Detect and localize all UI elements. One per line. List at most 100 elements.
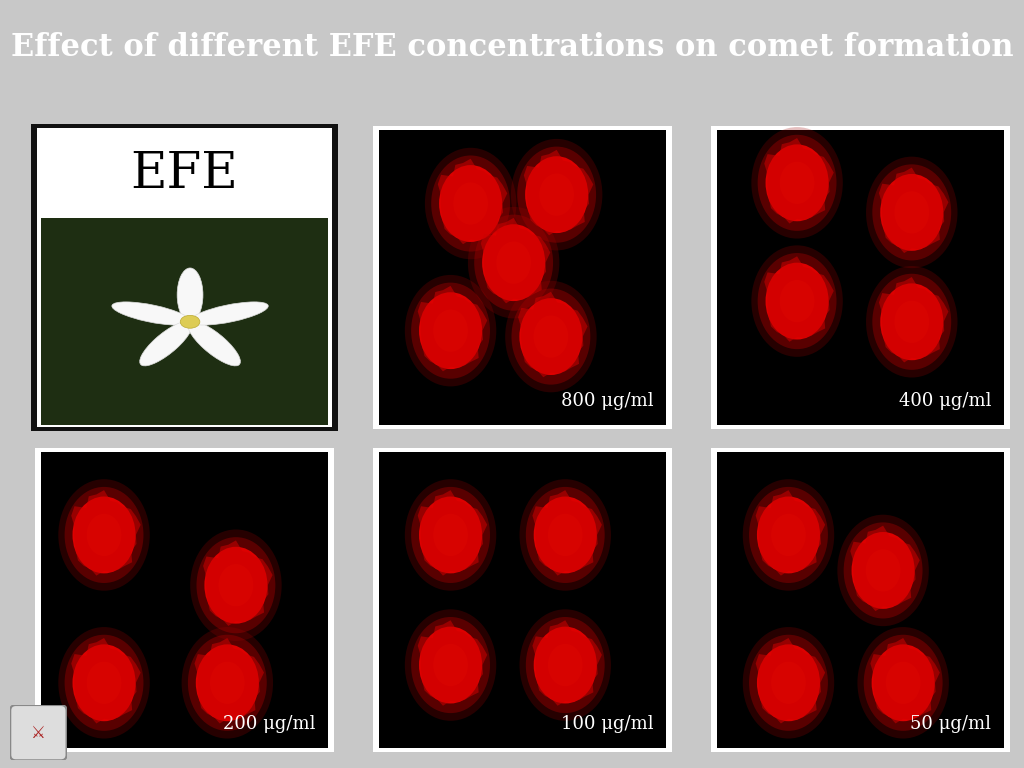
Ellipse shape [750,487,827,583]
Polygon shape [438,159,507,244]
Text: 800 μg/ml: 800 μg/ml [561,392,653,410]
Ellipse shape [766,144,828,221]
Ellipse shape [497,241,531,284]
Polygon shape [72,638,140,723]
Ellipse shape [872,273,951,370]
Ellipse shape [519,479,611,591]
Ellipse shape [433,514,468,556]
Ellipse shape [205,547,267,624]
Ellipse shape [196,644,259,721]
Ellipse shape [766,263,828,339]
Ellipse shape [419,627,482,703]
Ellipse shape [525,156,588,233]
Ellipse shape [872,164,951,260]
Circle shape [180,316,200,328]
Ellipse shape [190,529,282,641]
Ellipse shape [404,275,497,386]
Ellipse shape [857,627,949,739]
FancyBboxPatch shape [10,705,67,760]
Ellipse shape [894,300,929,343]
Ellipse shape [87,662,122,704]
Text: 400 μg/ml: 400 μg/ml [899,392,991,410]
Ellipse shape [852,532,914,609]
Ellipse shape [771,662,806,704]
Ellipse shape [468,207,559,319]
Ellipse shape [534,316,568,358]
Ellipse shape [511,139,602,250]
Ellipse shape [871,644,935,721]
Ellipse shape [73,496,135,574]
Text: EFE: EFE [130,149,239,199]
Ellipse shape [881,174,943,251]
Ellipse shape [540,174,574,216]
Ellipse shape [419,293,482,369]
FancyBboxPatch shape [35,449,334,752]
Ellipse shape [742,627,835,739]
FancyBboxPatch shape [373,449,672,752]
Ellipse shape [517,147,596,243]
FancyBboxPatch shape [379,130,666,425]
Polygon shape [418,621,487,706]
Ellipse shape [779,162,814,204]
Ellipse shape [779,280,814,323]
Ellipse shape [548,644,583,686]
Ellipse shape [519,298,583,375]
Ellipse shape [411,617,490,713]
Ellipse shape [139,321,193,366]
Ellipse shape [474,214,553,311]
FancyBboxPatch shape [717,130,1004,425]
Ellipse shape [433,644,468,686]
FancyBboxPatch shape [711,125,1010,429]
Ellipse shape [112,302,190,325]
Ellipse shape [482,224,545,301]
Ellipse shape [425,147,516,260]
Polygon shape [879,167,948,253]
Ellipse shape [181,627,273,739]
Ellipse shape [419,496,482,574]
Ellipse shape [404,479,497,591]
Ellipse shape [177,268,203,322]
Ellipse shape [526,487,604,583]
Ellipse shape [742,479,835,591]
Ellipse shape [866,266,957,378]
Ellipse shape [188,634,267,731]
Ellipse shape [752,127,843,239]
Ellipse shape [894,191,929,233]
Ellipse shape [218,564,253,607]
Ellipse shape [411,487,490,583]
FancyBboxPatch shape [41,130,328,218]
Ellipse shape [758,253,837,349]
Polygon shape [879,277,948,362]
FancyBboxPatch shape [717,452,1004,748]
Polygon shape [764,257,834,342]
Ellipse shape [454,182,488,225]
Text: 50 μg/ml: 50 μg/ml [910,715,991,733]
Text: 200 μg/ml: 200 μg/ml [223,715,315,733]
Polygon shape [481,218,550,303]
Polygon shape [518,292,588,377]
Ellipse shape [534,496,597,574]
Ellipse shape [526,617,604,713]
Text: 100 μg/ml: 100 μg/ml [561,715,653,733]
FancyBboxPatch shape [373,125,672,429]
Ellipse shape [844,522,923,618]
Ellipse shape [65,487,143,583]
FancyBboxPatch shape [379,452,666,748]
Ellipse shape [534,627,597,703]
FancyBboxPatch shape [31,124,338,431]
Ellipse shape [512,289,590,385]
Ellipse shape [73,644,135,721]
Ellipse shape [757,496,820,574]
Polygon shape [418,286,487,372]
Ellipse shape [750,634,827,731]
Polygon shape [532,621,602,706]
Text: ⚔: ⚔ [31,723,46,742]
Ellipse shape [758,134,837,231]
Ellipse shape [411,283,490,379]
Ellipse shape [65,634,143,731]
Ellipse shape [433,310,468,352]
Ellipse shape [87,514,122,556]
Polygon shape [756,490,825,576]
Ellipse shape [187,321,241,366]
Ellipse shape [439,165,502,242]
